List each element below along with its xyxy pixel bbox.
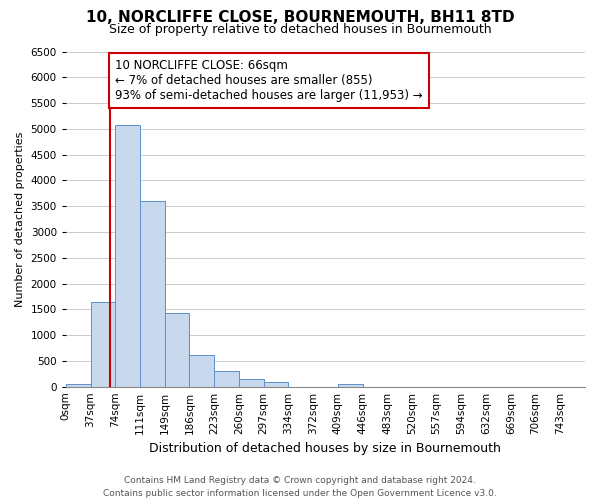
Text: 10 NORCLIFFE CLOSE: 66sqm
← 7% of detached houses are smaller (855)
93% of semi-: 10 NORCLIFFE CLOSE: 66sqm ← 7% of detach… [115, 59, 423, 102]
Text: Contains HM Land Registry data © Crown copyright and database right 2024.
Contai: Contains HM Land Registry data © Crown c… [103, 476, 497, 498]
X-axis label: Distribution of detached houses by size in Bournemouth: Distribution of detached houses by size … [149, 442, 502, 455]
Bar [190, 355, 214, 386]
Bar [239, 379, 263, 386]
Text: 10, NORCLIFFE CLOSE, BOURNEMOUTH, BH11 8TD: 10, NORCLIFFE CLOSE, BOURNEMOUTH, BH11 8… [86, 10, 514, 25]
Bar [91, 302, 115, 386]
Bar [263, 382, 289, 386]
Y-axis label: Number of detached properties: Number of detached properties [15, 132, 25, 307]
Bar [338, 384, 362, 386]
Bar [165, 313, 190, 386]
Bar [66, 384, 91, 386]
Bar [115, 124, 140, 386]
Text: Size of property relative to detached houses in Bournemouth: Size of property relative to detached ho… [109, 22, 491, 36]
Bar [140, 201, 165, 386]
Bar [214, 371, 239, 386]
